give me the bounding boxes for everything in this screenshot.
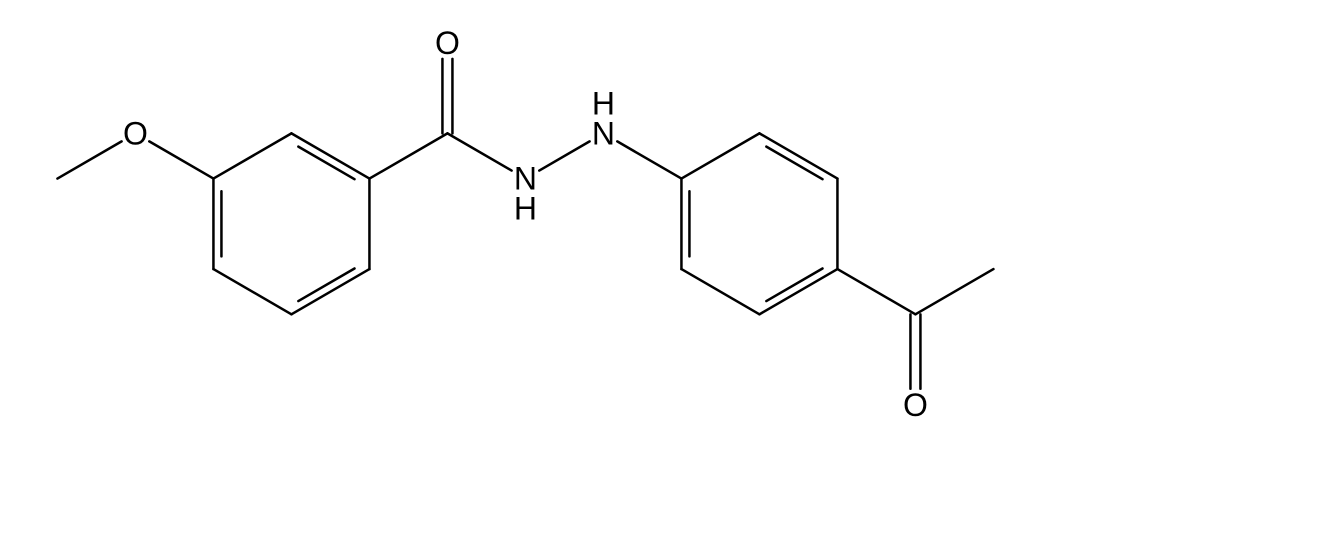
bond-line: [298, 268, 354, 301]
atom-label: O: [435, 25, 460, 61]
bond-line: [837, 269, 915, 314]
bond-line: [57, 141, 121, 178]
bond-line: [447, 133, 511, 170]
bond-line: [291, 133, 369, 178]
bond-line: [759, 269, 837, 314]
atom-label: O: [903, 387, 928, 423]
bond-line: [681, 133, 759, 178]
bond-line: [617, 141, 681, 178]
bond-line: [213, 269, 291, 314]
atom-h-label: H: [514, 191, 537, 227]
bond-line: [149, 141, 213, 178]
chemical-structure-diagram: OONHNHO: [0, 0, 1318, 552]
bond-line: [291, 269, 369, 314]
bond-line: [766, 147, 822, 180]
atom-label: O: [123, 115, 148, 151]
bond-line: [539, 141, 589, 170]
bond-line: [369, 133, 447, 178]
bond-line: [766, 268, 822, 301]
atom-h-label: H: [592, 85, 615, 121]
bond-line: [759, 133, 837, 178]
bond-line: [681, 269, 759, 314]
bond-line: [915, 269, 993, 314]
bond-line: [298, 147, 354, 180]
bond-line: [213, 133, 291, 178]
